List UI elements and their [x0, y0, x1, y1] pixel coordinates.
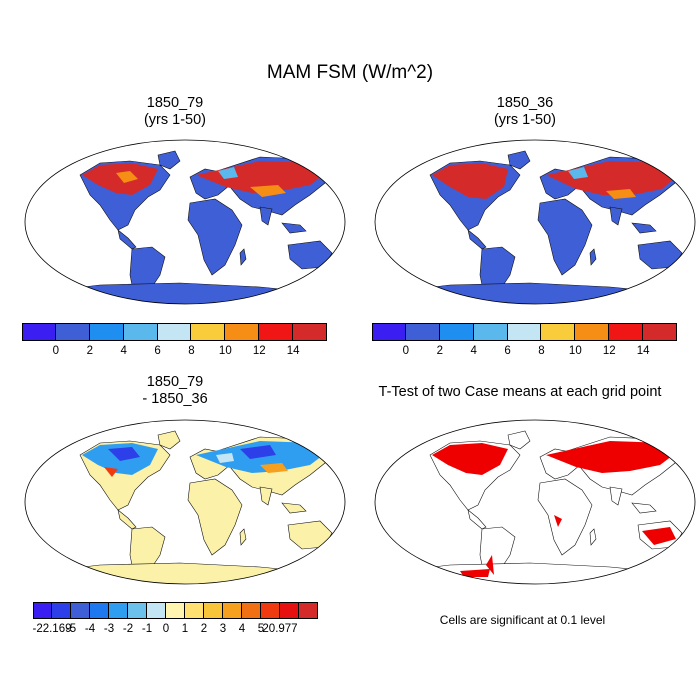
colorbar-diff-swatch	[33, 602, 52, 619]
colorbar-diff-tick-label: -4	[84, 623, 96, 635]
colorbar-diff-swatch	[90, 602, 109, 619]
colorbar-diff-swatch	[52, 602, 71, 619]
panel-title-case1-line2: (yrs 1-50)	[143, 112, 207, 128]
colorbar-case2-swatch	[541, 323, 576, 341]
colorbar-case2-tick-label: 14	[636, 345, 650, 357]
figure-title: MAM FSM (W/m^2)	[266, 62, 434, 83]
colorbar-case2-tick-label: 6	[504, 345, 511, 357]
colorbar-case2-tick-label: 8	[538, 345, 545, 357]
colorbar-diff-swatch	[299, 602, 318, 619]
colorbar-case2-swatch	[473, 323, 508, 341]
colorbar-diff-swatch	[128, 602, 147, 619]
colorbar-case1: 0 2 4 6 8 10 12 14	[22, 323, 327, 359]
colorbar-case1-tick-label: 0	[52, 345, 60, 357]
panel-title-case2-line2: (yrs 1-50)	[493, 112, 557, 128]
colorbar-diff-tick-label: -3	[103, 623, 115, 635]
colorbar-case1-swatch	[191, 323, 226, 341]
colorbar-case1-swatch	[225, 323, 260, 341]
colorbar-case1-tick-label: 14	[286, 345, 300, 357]
colorbar-diff-tick-label: 4	[238, 623, 246, 635]
colorbar-case2-swatch	[405, 323, 440, 341]
colorbar-case2-swatch	[507, 323, 542, 341]
colorbar-diff-swatch	[223, 602, 242, 619]
colorbar-case2-tick-label: 4	[470, 345, 477, 357]
panel-title-case1-line1: 1850_79	[146, 95, 204, 111]
colorbar-diff-swatch	[261, 602, 280, 619]
colorbar-case1-swatch	[157, 323, 192, 341]
colorbar-diff-tick-label: -22.169	[32, 623, 72, 635]
colorbar-case2-tick-label: 0	[402, 345, 410, 357]
colorbar-case2-swatch	[372, 323, 406, 341]
colorbar-case1-swatch	[22, 323, 56, 341]
colorbar-diff-swatch	[147, 602, 166, 619]
colorbar-diff-swatch	[280, 602, 299, 619]
colorbar-case1-tick-label: 10	[218, 345, 232, 357]
colorbar-case1-tick-label: 6	[154, 345, 161, 357]
colorbar-diff-swatch	[166, 602, 185, 619]
map-diff	[24, 419, 346, 585]
colorbar-diff: -22.169 -5 -4 -3 -2 -1 0 1 2 3 4 5 20.977	[32, 602, 318, 638]
colorbar-case2-swatch	[643, 323, 677, 341]
colorbar-diff-tick-label: 2	[200, 623, 208, 635]
colorbar-case1-tick-label: 8	[188, 345, 195, 357]
panel-title-diff-line2: - 1850_36	[142, 391, 208, 407]
colorbar-diff-tick-label: 0	[162, 623, 170, 635]
colorbar-case2-tick-label: 12	[602, 345, 616, 357]
colorbar-case1-tick-label: 4	[120, 345, 127, 357]
panel-title-diff-line1: 1850_79	[146, 374, 204, 390]
colorbar-diff-swatch	[71, 602, 90, 619]
colorbar-case2-swatch	[575, 323, 610, 341]
map-case2	[374, 139, 696, 305]
colorbar-case2-swatch	[439, 323, 474, 341]
colorbar-diff-tick-label: 1	[181, 623, 189, 635]
colorbar-case2: 0 2 4 6 8 10 12 14	[372, 323, 677, 359]
colorbar-diff-swatch	[242, 602, 261, 619]
colorbar-case1-swatch	[259, 323, 294, 341]
colorbar-case1-tick-label: 2	[86, 345, 93, 357]
map-ttest	[374, 419, 696, 585]
map-case1	[24, 139, 346, 305]
colorbar-diff-tick-label: -5	[65, 623, 77, 635]
colorbar-case1-swatch	[293, 323, 327, 341]
ttest-note: Cells are significant at 0.1 level	[439, 613, 606, 627]
panel-title-case2-line1: 1850_36	[496, 95, 554, 111]
colorbar-diff-tick-label: -2	[122, 623, 134, 635]
panel-title-case1: 1850_79 (yrs 1-50)	[55, 95, 295, 129]
colorbar-diff-swatch	[109, 602, 128, 619]
panel-title-ttest: T-Test of two Case means at each grid po…	[345, 384, 695, 401]
colorbar-case1-swatch	[123, 323, 158, 341]
colorbar-diff-swatch	[204, 602, 223, 619]
colorbar-case2-tick-label: 2	[436, 345, 443, 357]
colorbar-case2-swatch	[609, 323, 644, 341]
panel-title-case2: 1850_36 (yrs 1-50)	[405, 95, 645, 129]
colorbar-case1-swatch	[89, 323, 124, 341]
colorbar-case2-tick-label: 10	[568, 345, 582, 357]
colorbar-diff-tick-label: 5	[257, 623, 265, 635]
colorbar-diff-tick-label: 20.977	[262, 623, 298, 635]
colorbar-case1-swatch	[55, 323, 90, 341]
colorbar-diff-tick-label: -1	[141, 623, 153, 635]
panel-title-diff: 1850_79 - 1850_36	[55, 374, 295, 408]
colorbar-diff-swatch	[185, 602, 204, 619]
panel-title-ttest-line1: T-Test of two Case means at each grid po…	[378, 384, 662, 400]
colorbar-case1-tick-label: 12	[252, 345, 266, 357]
colorbar-diff-tick-label: 3	[219, 623, 227, 635]
